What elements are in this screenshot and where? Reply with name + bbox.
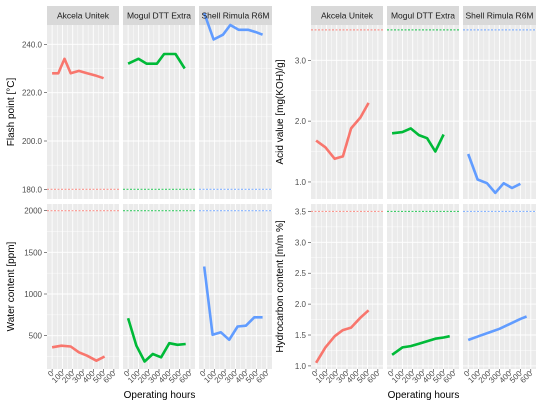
series-lines [51,12,528,364]
series-line [315,102,370,161]
y-tick-label: 1.5 [295,331,307,340]
y-tick-label: 1.0 [295,362,307,371]
y-axis-title: Hydrocarbon content [m/m %] [275,220,286,352]
y-axis-title: Water content [ppm] [6,241,17,331]
y-tick-label: 1.0 [295,178,307,187]
y-tick-label: 3.0 [295,238,307,247]
facet-strip [387,6,459,25]
series-line [467,315,528,342]
x-tick-label: 0 [462,369,472,379]
facet-strip [123,6,195,25]
series-line [52,57,105,80]
facet-label: Shell Rimula R6M [465,11,533,21]
facet-strip [199,6,272,25]
facet-strip [463,6,536,25]
facet-label: Akcela Unitek [57,11,110,21]
y-tick-label: 3.5 [295,207,307,216]
facet-label: Akcela Unitek [321,11,374,21]
facet-label: Mogul DTT Extra [391,11,455,21]
x-tick-label: 600 [441,369,457,385]
facet-strip [311,6,383,25]
x-tick-label: 600 [254,369,270,385]
series-line [127,52,186,70]
x-tick-label: 600 [365,369,381,385]
y-axis-title: Acid value [mg(KOH)/g] [275,59,286,164]
y-axis-title: Flash point [°C] [6,78,17,147]
x-tick-label: 0 [122,369,132,379]
reference-lines [47,29,536,213]
x-tick-label: 600 [518,369,534,385]
series-line [126,317,186,363]
y-tick-label: 240.0 [22,40,43,49]
y-tick-label: 2.5 [295,269,307,278]
y-tick-label: 2000 [24,207,42,216]
series-line [391,127,445,153]
facet-label: Mogul DTT Extra [127,11,191,21]
y-tick-label: 1500 [24,248,42,257]
x-tick-label: 0 [310,369,320,379]
x-tick-label: 600 [177,369,193,385]
facet-strip [47,6,119,25]
facet-label: Shell Rimula R6M [201,11,269,21]
y-tick-label: 3.0 [295,56,307,65]
y-tick-label: 200.0 [22,137,43,146]
series-line [391,334,450,356]
y-tick-label: 2.0 [295,300,307,309]
y-tick-label: 1000 [24,290,42,299]
series-line [202,12,264,41]
series-line [314,309,370,364]
x-axis-title: Operating hours [388,390,460,401]
x-tick-label: 0 [46,369,56,379]
series-line [466,153,521,195]
x-tick-label: 0 [386,369,396,379]
series-line [202,266,263,342]
panel-backgrounds [47,6,536,369]
y-tick-label: 2.0 [295,117,307,126]
x-tick-label: 0 [198,369,208,379]
y-tick-label: 180.0 [22,185,43,194]
series-line [51,344,106,363]
y-tick-label: 220.0 [22,89,43,98]
y-tick-label: 500 [29,332,43,341]
x-tick-label: 600 [101,369,117,385]
x-axis-title: Operating hours [124,390,196,401]
